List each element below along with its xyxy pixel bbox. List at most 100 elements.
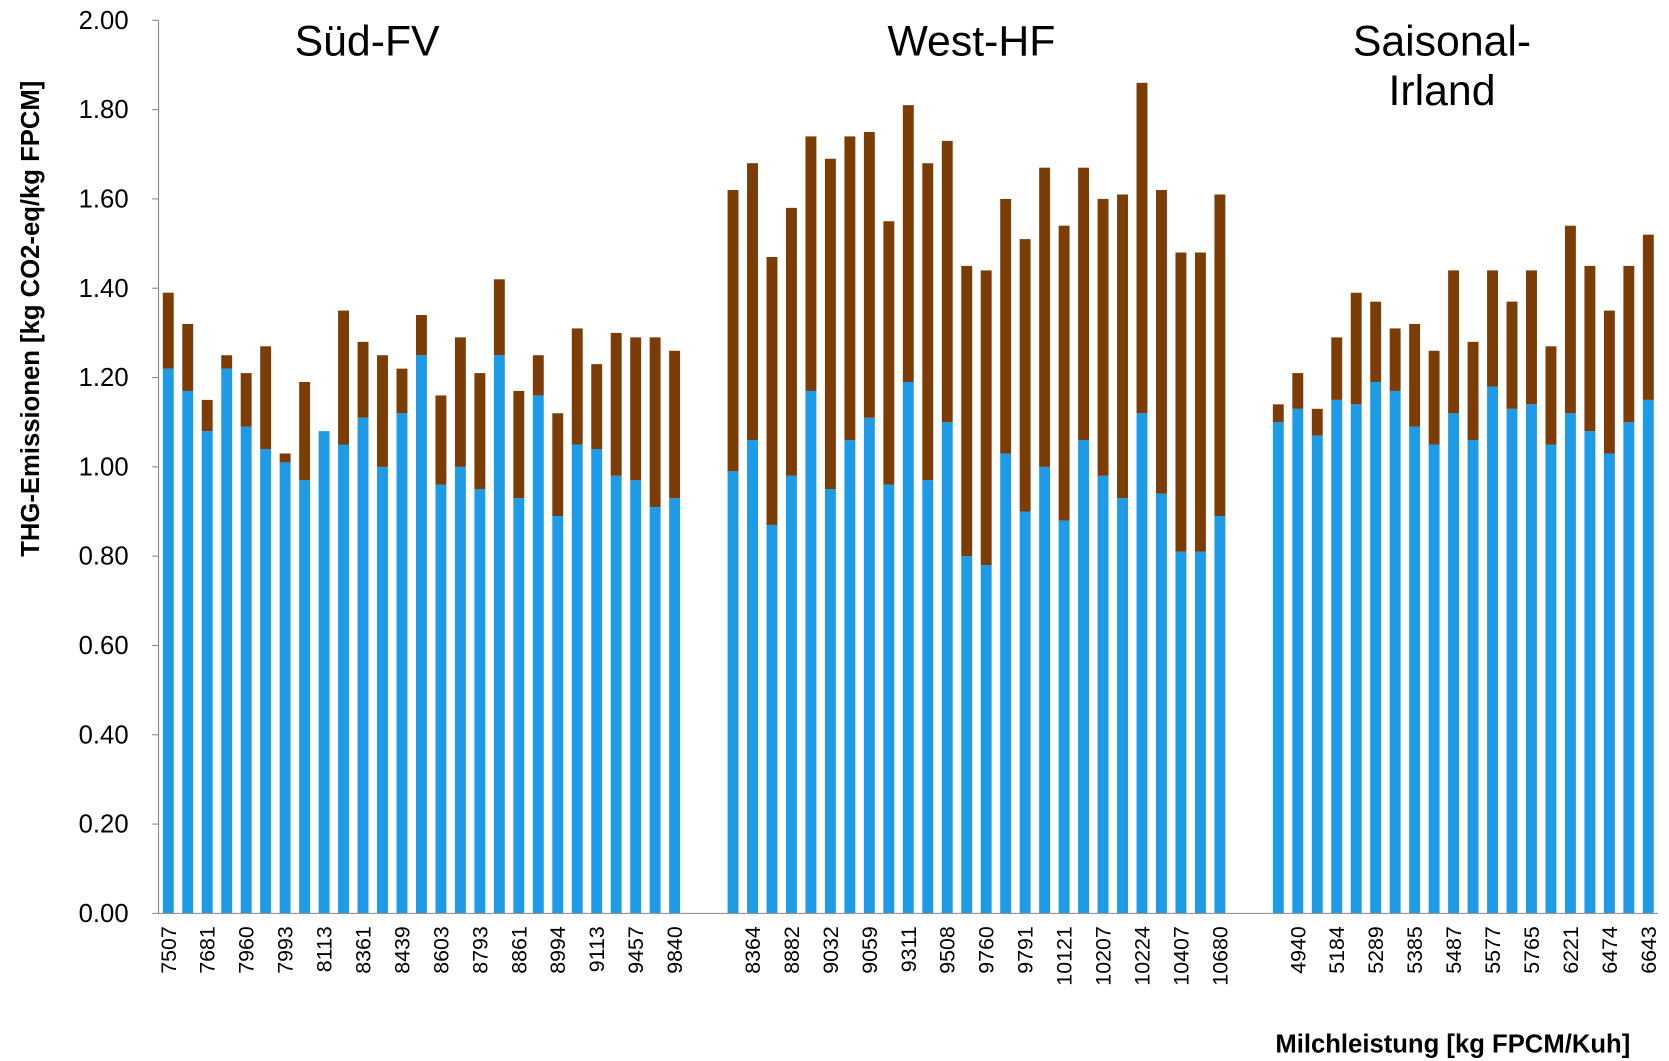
bar-segment (1506, 408, 1518, 914)
bar-segment (415, 315, 427, 356)
bar-segment (1019, 239, 1031, 512)
x-tick-label: 9791 (1014, 926, 1038, 974)
bar-segment (941, 422, 953, 914)
bar-segment (1526, 404, 1537, 914)
bar-segment (1467, 341, 1479, 441)
bar-segment (1603, 310, 1615, 454)
bar-segment (474, 489, 486, 914)
x-tick-label: 6221 (1559, 926, 1583, 974)
bar-segment (786, 207, 797, 476)
x-tick-label: 9840 (663, 926, 687, 974)
bar-segment (1272, 422, 1284, 914)
bar-segment (1642, 399, 1654, 914)
x-tick-label: 9508 (936, 926, 960, 974)
bar-segment (1623, 422, 1635, 914)
bar-segment (1564, 225, 1576, 414)
bar-segment (1214, 515, 1226, 914)
x-tick-label: 8364 (741, 926, 765, 974)
bar-segment (182, 390, 194, 914)
bar-segment (221, 355, 233, 369)
bar-segment (1350, 404, 1362, 914)
x-tick-label: 6474 (1598, 926, 1622, 974)
bar-segment (1078, 440, 1090, 914)
bar-segment (532, 395, 544, 914)
bar-segment (377, 355, 388, 467)
bar-segment (299, 480, 311, 914)
bar-segment (357, 417, 369, 914)
x-tick-label: 5184 (1325, 926, 1349, 974)
x-tick-label: 8113 (313, 926, 337, 972)
y-tick-label: 0.00 (79, 900, 129, 928)
bar-segment (240, 373, 252, 427)
bar-segment (1428, 350, 1440, 445)
bar-segment (1058, 520, 1070, 914)
x-tick-label: 4940 (1286, 926, 1310, 974)
bar-segment (941, 140, 953, 423)
x-tick-label: 8861 (507, 926, 531, 974)
bar-segment (1526, 270, 1537, 405)
bar-segment (747, 440, 758, 914)
bar-segment (201, 399, 213, 432)
bar-segment (435, 395, 447, 485)
bar-segment (1467, 440, 1479, 914)
bar-segment (357, 341, 369, 418)
bar-segment (1428, 444, 1440, 914)
y-tick-label: 1.80 (79, 96, 129, 124)
y-tick-label: 0.40 (79, 721, 129, 749)
bar-segment (1214, 194, 1226, 516)
x-tick-label: 7681 (196, 926, 220, 974)
bar-segment (805, 136, 817, 391)
bar-segment (1389, 390, 1401, 914)
group-label: Irland (1389, 67, 1496, 115)
bar-segment (824, 158, 836, 490)
bar-segment (1584, 265, 1596, 432)
bar-segment (961, 556, 973, 914)
x-tick-label: 8994 (546, 926, 570, 974)
y-tick-label: 2.00 (79, 7, 129, 35)
bar-segment (1194, 252, 1206, 552)
bar-segment (1039, 466, 1051, 914)
bar-segment (1292, 373, 1304, 409)
bar-segment (571, 444, 583, 914)
bar-segment (591, 364, 603, 449)
bar-segment (1117, 498, 1128, 914)
bar-segment (1603, 453, 1615, 914)
bar-segment (669, 498, 681, 914)
y-tick-label: 1.60 (79, 185, 129, 213)
bar-segment (415, 355, 427, 914)
bar-segment (396, 368, 408, 414)
bar-segment (1175, 551, 1187, 914)
bar-segment (727, 471, 739, 914)
bar-segment (844, 136, 856, 441)
bar-segment (299, 382, 311, 481)
bar-segment (1000, 198, 1012, 454)
bar-segment (883, 221, 895, 485)
bar-segment (766, 256, 778, 525)
x-axis-title: Milchleistung [kg FPCM/Kuh] (1275, 1030, 1630, 1058)
x-tick-label: 8603 (429, 926, 453, 974)
bar-segment (162, 292, 174, 369)
bar-segment (766, 524, 778, 914)
bar-segment (1078, 167, 1090, 441)
bar-segment (922, 480, 934, 914)
bar-segment (1039, 167, 1051, 467)
bar-segment (1350, 292, 1362, 405)
bar-segment (980, 270, 992, 566)
bar-segment (513, 390, 525, 499)
bar-segment (824, 489, 836, 914)
bar-segment (474, 373, 486, 490)
bar-segment (571, 328, 583, 445)
bar-segment (1331, 337, 1343, 400)
bar-segment (162, 368, 174, 914)
bar-segment (338, 444, 349, 914)
y-tick-label: 1.20 (79, 364, 129, 392)
bar-segment (1175, 252, 1187, 552)
bar-segment (513, 498, 525, 914)
x-tick-label: 5765 (1520, 926, 1544, 974)
x-tick-label: 9760 (975, 926, 999, 974)
bar-segment (902, 105, 914, 383)
x-tick-label: 10121 (1053, 926, 1077, 985)
x-tick-label: 7960 (235, 926, 259, 974)
bar-segment (649, 507, 661, 914)
bar-segment (1311, 408, 1323, 436)
